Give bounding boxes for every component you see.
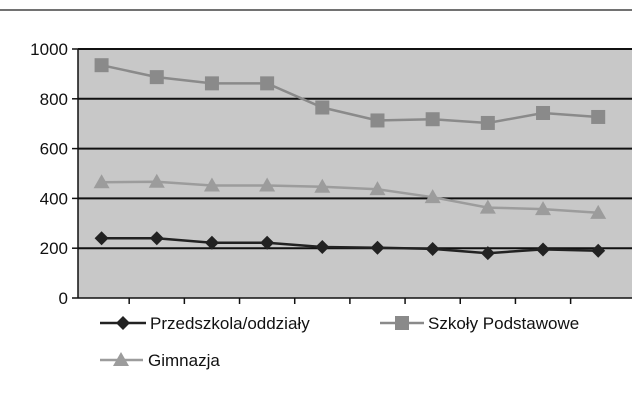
data-point — [370, 240, 385, 255]
square-marker-icon — [395, 316, 409, 330]
data-point — [260, 76, 275, 91]
series-0 — [94, 231, 606, 261]
data-point — [591, 109, 606, 124]
diamond-marker-icon — [116, 316, 130, 330]
data-point — [480, 246, 495, 261]
data-point — [204, 76, 219, 91]
data-point — [369, 181, 386, 196]
data-point — [149, 70, 164, 85]
data-point — [94, 231, 109, 246]
data-point — [591, 243, 606, 258]
data-point — [424, 189, 441, 204]
data-point — [148, 173, 165, 188]
data-point — [370, 113, 385, 128]
data-point — [315, 100, 330, 115]
data-point — [480, 115, 495, 130]
x-axis — [78, 297, 632, 304]
data-point — [425, 112, 440, 127]
y-tick-label: 400 — [40, 189, 68, 208]
data-point — [259, 177, 276, 192]
gridlines — [78, 48, 632, 250]
data-point — [260, 235, 275, 250]
data-point — [535, 201, 552, 216]
series-line — [101, 236, 599, 255]
data-point — [93, 174, 110, 189]
series-1 — [94, 58, 606, 130]
legend-label: Przedszkola/oddziały — [150, 314, 310, 333]
triangle-marker-icon — [113, 352, 129, 366]
series-layer — [93, 58, 607, 261]
y-tick-label: 1000 — [30, 40, 68, 59]
data-point — [203, 177, 220, 192]
y-tick-label: 200 — [40, 239, 68, 258]
series-2 — [93, 173, 607, 219]
data-point — [425, 241, 440, 256]
data-point — [204, 235, 219, 250]
legend-item-gimnazja: Gimnazja — [100, 351, 220, 370]
data-point — [314, 178, 331, 193]
legend: Przedszkola/oddziały Szkoły Podstawowe G… — [100, 314, 579, 370]
series-line — [101, 63, 599, 125]
data-point — [590, 204, 607, 219]
y-tick-label: 600 — [40, 140, 68, 159]
data-point — [315, 239, 330, 254]
legend-label: Szkoły Podstawowe — [428, 314, 579, 333]
y-tick-label: 0 — [59, 289, 68, 308]
data-point — [536, 105, 551, 120]
data-point — [479, 199, 496, 214]
legend-item-szkoly: Szkoły Podstawowe — [380, 314, 579, 333]
data-point — [536, 242, 551, 257]
series-line — [101, 180, 599, 215]
data-point — [149, 231, 164, 246]
legend-item-przedszkola: Przedszkola/oddziały — [100, 314, 310, 333]
legend-label: Gimnazja — [148, 351, 220, 370]
y-axis: 0 200 400 600 800 1000 — [30, 40, 79, 308]
data-point — [94, 58, 109, 73]
plot-area — [78, 49, 632, 298]
y-tick-label: 800 — [40, 90, 68, 109]
